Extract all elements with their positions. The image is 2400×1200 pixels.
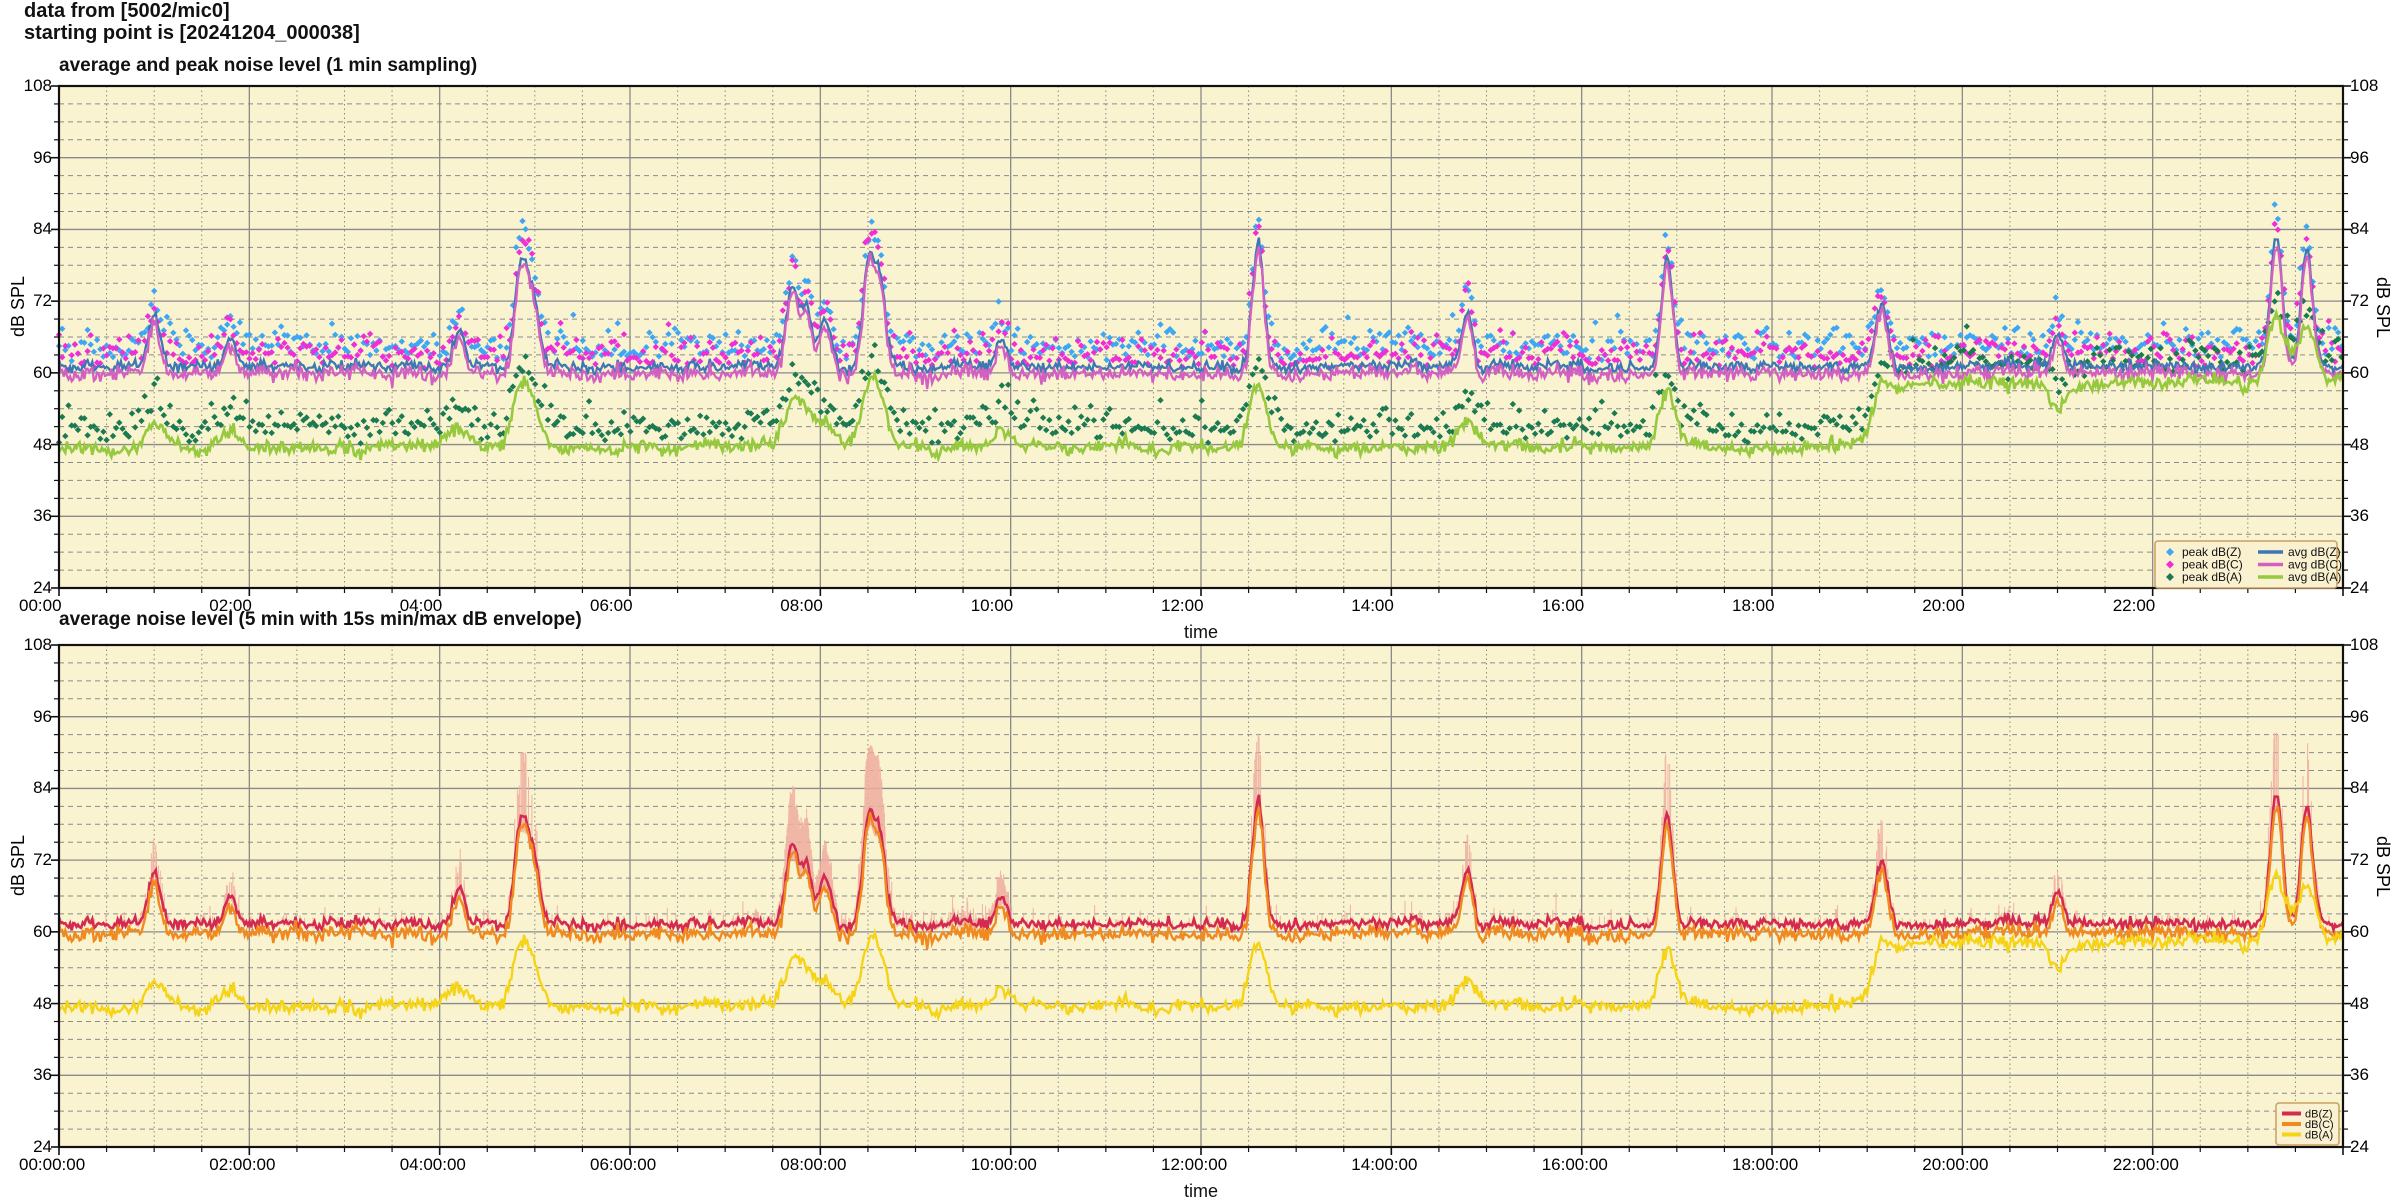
svg-text:dB(A): dB(A) bbox=[2305, 1130, 2333, 1142]
